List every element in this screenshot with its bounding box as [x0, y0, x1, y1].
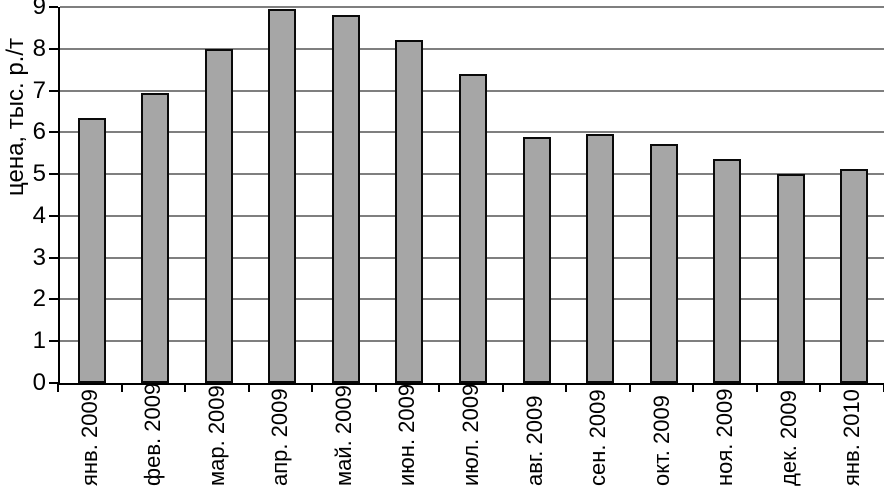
y-axis-tick: [49, 214, 58, 217]
y-tick-label: 7: [32, 76, 46, 104]
y-tick-label: 2: [32, 285, 46, 313]
bar: [649, 144, 678, 383]
bar: [776, 174, 805, 383]
y-tick-label: 0: [32, 369, 46, 396]
y-axis-tick: [49, 382, 58, 384]
x-axis-label: окт. 2009: [648, 395, 674, 486]
x-axis-tick: [501, 383, 504, 392]
x-axis-label: июл. 2009: [458, 383, 483, 486]
y-tick-label: 4: [32, 201, 46, 229]
x-axis-label: мар. 2009: [203, 385, 229, 486]
x-axis-tick: [184, 383, 187, 392]
gridline: [60, 47, 884, 50]
bar: [522, 137, 551, 383]
bar: [331, 15, 360, 383]
y-axis-tick: [49, 47, 58, 50]
x-axis-label: янв. 2009: [76, 389, 102, 486]
x-axis-label: ноя. 2009: [712, 388, 738, 486]
bar: [459, 74, 487, 383]
bar: [713, 159, 742, 383]
y-axis-tick: [49, 173, 58, 176]
x-axis-tick: [628, 383, 631, 392]
x-axis-tick: [311, 383, 314, 392]
y-axis-tick: [49, 298, 58, 301]
bar: [77, 118, 106, 383]
x-axis-tick: [57, 383, 59, 392]
x-axis-tick: [247, 383, 250, 392]
x-axis-tick: [120, 383, 123, 392]
bar: [268, 9, 297, 383]
x-axis-label: май. 2009: [330, 385, 356, 486]
x-axis-tick: [565, 383, 568, 392]
x-axis-tick: [819, 383, 822, 392]
bar: [840, 169, 869, 383]
bar: [586, 134, 615, 383]
y-tick-label: 6: [32, 118, 46, 146]
y-tick-label: 8: [32, 34, 46, 62]
gridline: [60, 6, 884, 8]
x-axis-tick: [374, 383, 377, 392]
y-tick-label: 1: [32, 327, 46, 355]
x-axis-label: июн. 2009: [394, 383, 420, 486]
bar: [395, 40, 424, 383]
y-axis-tick: [49, 6, 58, 8]
x-axis-label: янв. 2010: [839, 389, 865, 486]
y-axis-tick: [49, 340, 58, 343]
y-tick-label: 5: [32, 160, 46, 188]
x-axis-label: апр. 2009: [267, 388, 293, 486]
x-axis-tick: [755, 383, 758, 392]
plot-area: [58, 6, 884, 385]
bar: [204, 49, 233, 383]
x-axis-tick: [692, 383, 695, 392]
x-axis-label: дек. 2009: [775, 390, 801, 486]
x-axis-tick: [438, 383, 441, 392]
y-axis-tick: [49, 256, 58, 259]
bar: [141, 93, 170, 383]
x-axis-label: авг. 2009: [521, 395, 547, 486]
x-axis-label: сен. 2009: [585, 389, 611, 486]
y-axis-tick: [49, 131, 58, 134]
y-tick-label: 9: [32, 0, 46, 20]
y-axis-tick: [49, 89, 58, 92]
y-tick-label: 3: [32, 243, 46, 271]
x-axis-label: фев. 2009: [140, 382, 166, 486]
